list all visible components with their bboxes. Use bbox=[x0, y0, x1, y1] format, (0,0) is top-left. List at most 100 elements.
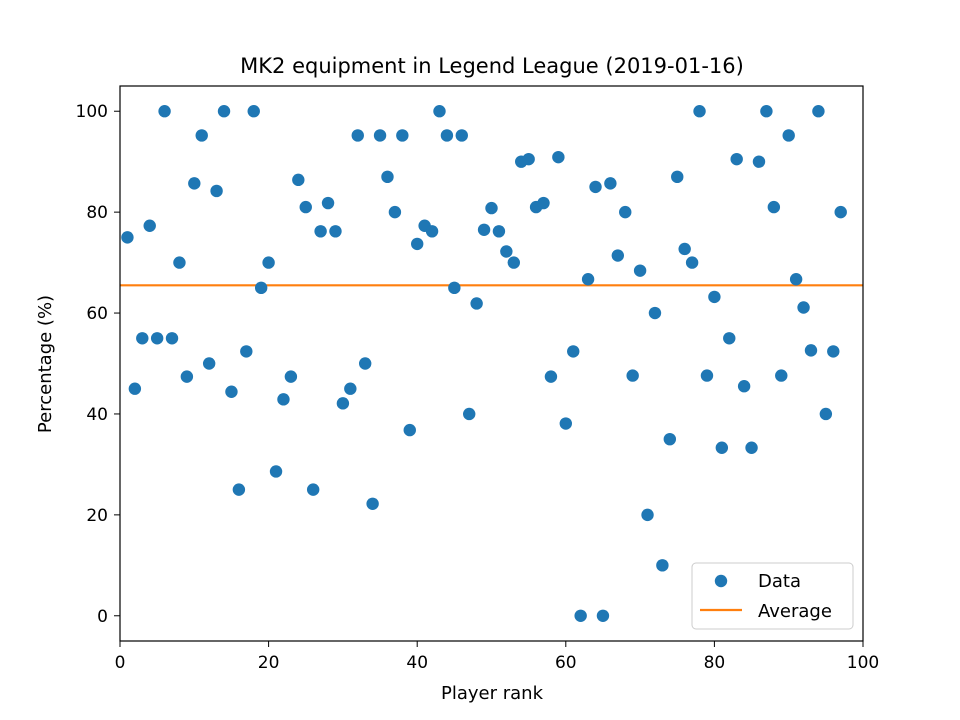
data-point bbox=[730, 152, 743, 166]
data-point bbox=[500, 245, 513, 258]
data-point bbox=[299, 200, 312, 214]
data-point bbox=[277, 393, 290, 406]
y-tick-label: 40 bbox=[86, 405, 108, 425]
data-point bbox=[254, 281, 268, 295]
data-point bbox=[143, 219, 156, 232]
data-point bbox=[581, 273, 595, 286]
data-point bbox=[225, 385, 238, 398]
data-point bbox=[269, 465, 283, 478]
data-point bbox=[589, 180, 602, 194]
data-point bbox=[678, 242, 691, 256]
y-axis-label: Percentage (%) bbox=[35, 295, 56, 433]
data-point bbox=[351, 129, 364, 142]
data-point bbox=[440, 129, 454, 142]
data-point bbox=[329, 225, 342, 238]
data-point bbox=[552, 150, 565, 164]
x-tick-label: 100 bbox=[847, 653, 879, 673]
data-point bbox=[358, 357, 372, 370]
data-point bbox=[752, 155, 766, 168]
data-point bbox=[789, 273, 803, 286]
data-point bbox=[797, 301, 810, 314]
data-point bbox=[544, 370, 558, 383]
y-tick-label: 0 bbox=[97, 607, 108, 627]
data-point bbox=[804, 344, 818, 357]
data-point bbox=[158, 105, 171, 118]
data-point bbox=[136, 332, 149, 345]
data-point bbox=[492, 225, 506, 238]
y-tick-label: 20 bbox=[86, 506, 108, 526]
x-tick-label: 40 bbox=[406, 653, 428, 673]
data-point bbox=[745, 441, 758, 454]
data-point bbox=[381, 170, 394, 184]
data-point bbox=[723, 332, 736, 345]
data-point bbox=[782, 129, 795, 142]
data-point bbox=[262, 256, 275, 269]
data-point bbox=[656, 559, 669, 572]
data-point bbox=[537, 196, 550, 210]
y-tick-label: 80 bbox=[86, 203, 108, 223]
data-point bbox=[834, 205, 847, 219]
data-point bbox=[715, 441, 729, 454]
data-point bbox=[217, 105, 231, 118]
data-point bbox=[685, 256, 699, 269]
data-point bbox=[284, 370, 298, 383]
data-point bbox=[567, 345, 580, 358]
data-point bbox=[767, 200, 781, 214]
data-point bbox=[195, 129, 208, 142]
y-tick-label: 100 bbox=[76, 102, 108, 122]
data-point bbox=[559, 417, 572, 430]
data-point bbox=[173, 256, 186, 269]
plot-area bbox=[119, 85, 864, 642]
x-tick-label: 20 bbox=[258, 653, 280, 673]
data-point bbox=[708, 290, 721, 304]
chart-title: MK2 equipment in Legend League (2019-01-… bbox=[240, 54, 744, 78]
data-point bbox=[611, 249, 625, 262]
y-tick-label: 60 bbox=[86, 304, 108, 324]
data-point bbox=[232, 483, 246, 496]
data-point bbox=[411, 237, 424, 251]
data-point bbox=[663, 432, 677, 446]
data-point bbox=[641, 508, 654, 522]
x-axis-label: Player rank bbox=[441, 683, 544, 704]
data-point bbox=[700, 369, 714, 382]
x-axis: 0 20 40 60 80 100 bbox=[115, 641, 879, 673]
data-point bbox=[373, 129, 387, 142]
data-point bbox=[507, 256, 520, 269]
data-point bbox=[671, 170, 684, 184]
data-point bbox=[150, 332, 164, 345]
y-axis: 0 20 40 60 80 100 bbox=[76, 102, 120, 627]
data-point bbox=[433, 105, 446, 118]
data-point bbox=[522, 152, 535, 166]
legend-marker-data bbox=[714, 574, 728, 588]
data-point bbox=[240, 345, 253, 358]
data-point bbox=[202, 357, 216, 370]
data-point bbox=[396, 129, 409, 142]
data-point bbox=[165, 332, 179, 345]
x-tick-label: 80 bbox=[704, 653, 726, 673]
data-point bbox=[128, 382, 142, 395]
data-point bbox=[477, 223, 491, 236]
data-point bbox=[574, 609, 587, 622]
legend: Data Average bbox=[691, 562, 854, 630]
data-point bbox=[448, 281, 461, 295]
data-point bbox=[180, 370, 194, 383]
data-point bbox=[121, 231, 134, 244]
data-point bbox=[366, 497, 379, 510]
legend-label-data: Data bbox=[758, 571, 801, 592]
plot-frame bbox=[119, 85, 864, 642]
data-point bbox=[210, 184, 223, 198]
data-point bbox=[812, 105, 825, 118]
data-point bbox=[463, 407, 476, 421]
data-point bbox=[604, 177, 617, 190]
data-point bbox=[626, 369, 639, 382]
data-point bbox=[314, 225, 327, 238]
data-point bbox=[388, 205, 402, 219]
data-point bbox=[633, 264, 647, 277]
legend-box bbox=[691, 562, 854, 630]
data-point bbox=[292, 173, 305, 187]
data-point bbox=[819, 407, 833, 421]
data-point bbox=[321, 196, 335, 210]
data-point bbox=[344, 382, 357, 395]
data-point bbox=[306, 483, 320, 496]
data-point bbox=[619, 205, 632, 219]
